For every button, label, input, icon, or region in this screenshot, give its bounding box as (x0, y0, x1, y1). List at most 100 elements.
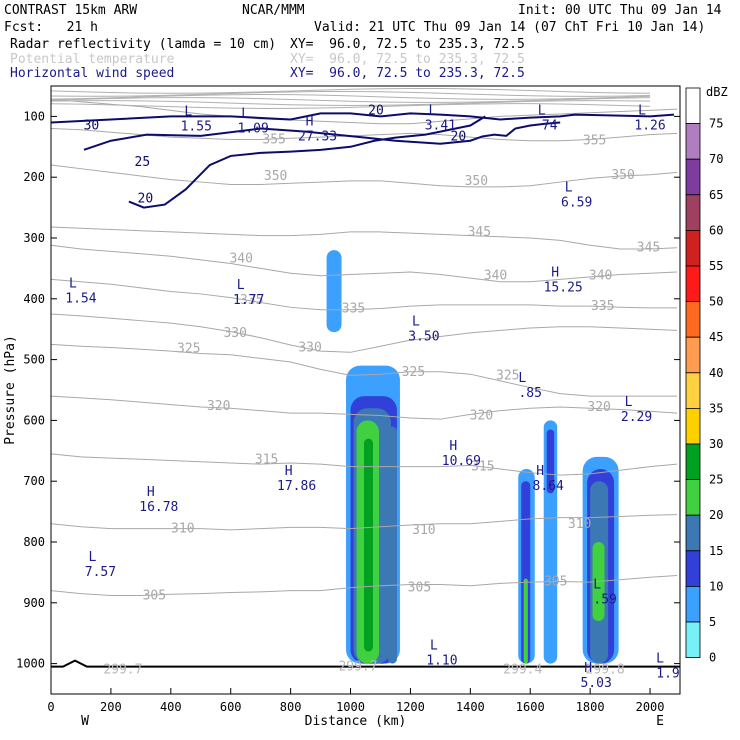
wind-contour-25-1 (83, 121, 561, 151)
x-tick-label-3: 600 (220, 700, 242, 714)
colorbar-label-40: 40 (709, 366, 723, 380)
theta-label-6: 315 (255, 452, 278, 467)
field-xy-wind: XY= 96.0, 72.5 to 235.3, 72.5 (290, 66, 525, 81)
extremum-value-7: 15.25 (544, 281, 583, 296)
colorbar-swatch-65 (685, 158, 701, 196)
colorbar-label-5: 5 (709, 615, 716, 629)
theta-label-20: 340 (484, 269, 507, 284)
axes: 0 200 400 600 800 1000 1200 1400 1600 1800 2000 100… (3, 109, 680, 729)
extremum-type-14: H (285, 464, 293, 479)
west-label: W (81, 714, 89, 729)
colorbar-label-35: 35 (709, 401, 723, 415)
y-tick-label-1: 200 (23, 170, 45, 184)
wind-label-4: 20 (451, 129, 467, 144)
theta-contour-360 (50, 98, 678, 125)
extremum-type-2: H (306, 114, 314, 129)
theta-label-18: 335 (591, 299, 614, 314)
field-name-theta: Potential temperature (10, 52, 175, 67)
extremum-value-20: 5.03 (580, 676, 611, 691)
y-tick-label-6: 700 (23, 474, 45, 488)
colorbar-swatch-35 (685, 372, 701, 409)
colorbar-swatch-30 (685, 407, 701, 445)
theta-upper-contour-5 (50, 103, 651, 109)
extremum-value-8: 1.54 (65, 292, 96, 307)
theta-surface-label-3: 299.8 (586, 663, 625, 678)
theta-label-13: 325 (402, 365, 425, 380)
extremum-value-10: 3.50 (408, 329, 439, 344)
plot-frame (50, 85, 681, 695)
y-tick-label-5: 600 (23, 413, 45, 427)
theta-label-17: 335 (342, 302, 365, 317)
colorbar-label-60: 60 (709, 223, 723, 237)
theta-label-16: 335 (240, 293, 263, 308)
theta-surface-label-1: 299.7 (338, 660, 377, 675)
y-tick-label-0: 100 (23, 109, 45, 123)
theta-contour-315 (50, 453, 678, 476)
extremum-type-19: L (430, 638, 438, 653)
theta-label-9: 320 (470, 409, 493, 424)
field-xy-theta: XY= 96.0, 72.5 to 235.3, 72.5 (290, 52, 525, 67)
theta-contours (50, 87, 678, 597)
theta-label-21: 340 (589, 269, 612, 284)
extremum-value-6: 6.59 (561, 196, 592, 211)
colorbar-label-30: 30 (709, 437, 723, 451)
init-time: Init: 00 UTC Thu 09 Jan 14 (518, 3, 722, 18)
colorbar-label-75: 75 (709, 117, 723, 131)
theta-contour-305 (50, 574, 678, 597)
y-tick-label-3: 400 (23, 292, 45, 306)
colorbar-swatch-0 (685, 621, 701, 658)
x-tick-label-10: 2000 (636, 700, 665, 714)
colorbar-swatch-15 (685, 514, 701, 552)
theta-contour-345 (50, 226, 678, 250)
wind-label-0: 30 (84, 119, 100, 134)
x-tick-label-7: 1400 (456, 700, 485, 714)
wind-contour-20-0 (50, 112, 675, 124)
y-tick-label-4: 500 (23, 353, 45, 367)
org-label: NCAR/MMM (242, 3, 305, 18)
field-name-wind: Horizontal wind speed (10, 66, 175, 81)
theta-label-26: 350 (611, 168, 634, 183)
theta-label-5: 310 (568, 517, 591, 532)
extremum-type-20: H (584, 661, 592, 676)
extremum-type-7: H (551, 266, 559, 281)
wind-label-3: 20 (368, 103, 384, 118)
extremum-value-19: 1.10 (426, 653, 457, 668)
extremum-value-18: .59 (593, 593, 616, 608)
forecast-hour: Fcst: 21 h (4, 20, 98, 35)
theta-label-11: 325 (496, 368, 519, 383)
extremum-type-1: L (241, 106, 249, 121)
x-tick-label-1: 200 (100, 700, 122, 714)
reflectivity-cell-8 (521, 481, 531, 664)
extremum-type-3: L (428, 103, 436, 118)
theta-label-0: 305 (408, 581, 431, 596)
colorbar-label-45: 45 (709, 330, 723, 344)
reflectivity-fill (326, 250, 619, 664)
reflectivity-cell-9 (523, 578, 528, 664)
theta-label-24: 350 (264, 169, 287, 184)
colorbar-swatch-20 (685, 479, 701, 516)
extremum-value-0: 1.55 (181, 120, 212, 135)
colorbar-unit: dBZ (706, 85, 728, 99)
theta-label-27: 355 (262, 133, 285, 148)
theta-label-22: 345 (468, 225, 491, 240)
x-tick-label-6: 1200 (396, 700, 425, 714)
extremum-type-5: L (638, 103, 646, 118)
theta-label-4: 310 (412, 523, 435, 538)
field-xy-reflectivity: XY= 96.0, 72.5 to 235.3, 72.5 (290, 37, 525, 52)
theta-label-23: 345 (637, 241, 660, 256)
x-tick-label-2: 400 (160, 700, 182, 714)
extremum-value-17: 7.57 (85, 565, 116, 580)
y-tick-label-8: 900 (23, 596, 45, 610)
x-tick-label-4: 800 (280, 700, 302, 714)
theta-label-15: 330 (298, 340, 321, 355)
colorbar-label-0: 0 (709, 651, 716, 665)
theta-contour-330 (50, 313, 678, 353)
colorbar-swatch-45 (685, 301, 701, 338)
x-axis-label: Distance (km) (305, 714, 407, 729)
colorbar-swatch-50 (685, 265, 701, 302)
colorbar-label-25: 25 (709, 473, 723, 487)
theta-label-2: 305 (544, 575, 567, 590)
theta-upper-contour-2 (50, 94, 651, 100)
theta-label-25: 350 (465, 174, 488, 189)
